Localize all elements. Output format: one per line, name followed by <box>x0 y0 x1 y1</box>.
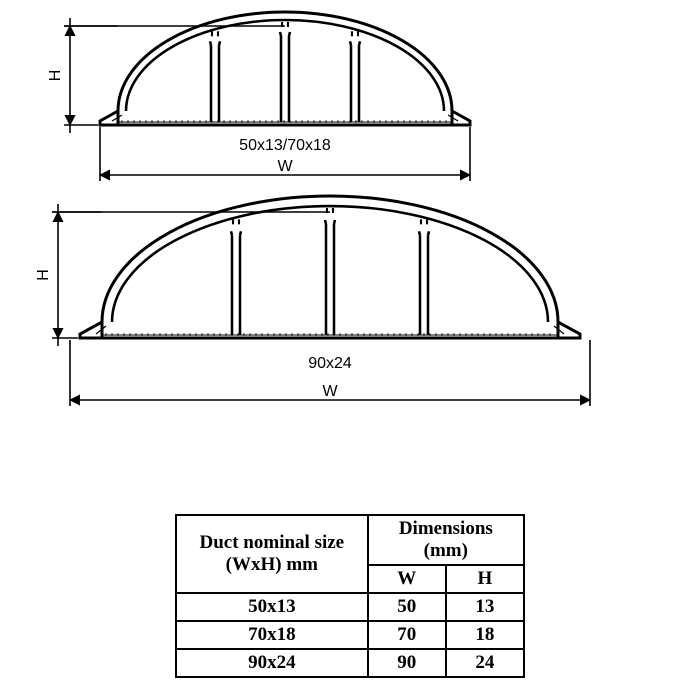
svg-text:W: W <box>322 383 338 400</box>
cell-size: 50x13 <box>176 593 368 621</box>
table-row: 90x24 90 24 <box>176 649 524 677</box>
table-header-dims: Dimensions (mm) <box>368 515 524 565</box>
svg-text:H: H <box>35 269 52 281</box>
table-header-size: Duct nominal size (WxH) mm <box>176 515 368 593</box>
cell-H: 18 <box>446 621 524 649</box>
header-size-line1: Duct nominal size (WxH) mm <box>200 532 345 575</box>
svg-text:W: W <box>277 158 293 175</box>
cell-W: 50 <box>368 593 446 621</box>
cell-H: 24 <box>446 649 524 677</box>
table-col-H: H <box>446 565 524 593</box>
dimensions-table: Duct nominal size (WxH) mm Dimensions (m… <box>175 514 525 678</box>
cell-W: 70 <box>368 621 446 649</box>
table-row: 70x18 70 18 <box>176 621 524 649</box>
cell-W: 90 <box>368 649 446 677</box>
cell-H: 13 <box>446 593 524 621</box>
dimensions-table-container: Duct nominal size (WxH) mm Dimensions (m… <box>175 514 525 678</box>
table-col-W: W <box>368 565 446 593</box>
svg-text:90x24: 90x24 <box>308 355 352 372</box>
svg-text:H: H <box>47 70 64 82</box>
cell-size: 70x18 <box>176 621 368 649</box>
svg-text:50x13/70x18: 50x13/70x18 <box>239 137 331 154</box>
cell-size: 90x24 <box>176 649 368 677</box>
table-row: 50x13 50 13 <box>176 593 524 621</box>
duct-cross-section-drawing: W 50x13/70x18 H W 90x24 H <box>0 0 700 440</box>
